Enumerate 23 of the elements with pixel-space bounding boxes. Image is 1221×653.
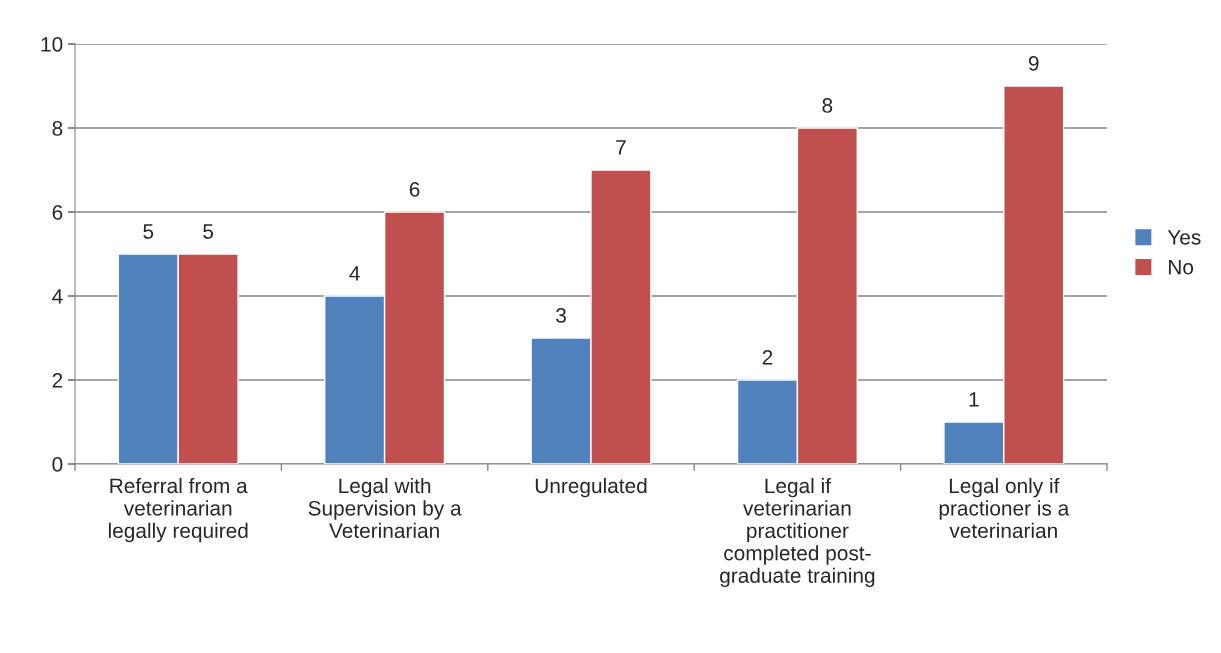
x-tick-label: Legal only if practioner is a veterinarian bbox=[939, 477, 1070, 539]
x-tick-label: Unregulated bbox=[535, 477, 647, 498]
data-label: 7 bbox=[616, 140, 626, 155]
data-label: 5 bbox=[203, 224, 214, 239]
y-tick-label: 0 bbox=[52, 457, 63, 472]
data-label: 8 bbox=[822, 98, 833, 113]
x-tick-label: Referral from a veterinarian legally required bbox=[108, 477, 248, 543]
data-label: 2 bbox=[762, 350, 773, 365]
y-tick-label: 2 bbox=[52, 373, 63, 388]
data-label: 6 bbox=[409, 182, 420, 197]
y-tick-label: 4 bbox=[52, 289, 63, 304]
data-label: 3 bbox=[556, 308, 566, 323]
legend-label: No bbox=[1169, 259, 1194, 275]
y-tick-label: 8 bbox=[52, 121, 63, 136]
y-tick-label: 10 bbox=[41, 37, 63, 52]
y-tick-label: 6 bbox=[52, 205, 63, 220]
x-tick-label: Legal with Supervision by a Veterinarian bbox=[308, 477, 462, 539]
data-label: 5 bbox=[143, 224, 154, 239]
data-label: 1 bbox=[969, 392, 979, 407]
legend-label: Yes bbox=[1167, 230, 1201, 245]
data-label: 4 bbox=[349, 266, 360, 281]
x-tick-label: Legal if veterinarian practitioner completed post- graduate training bbox=[720, 477, 875, 588]
data-label: 9 bbox=[1028, 56, 1039, 71]
